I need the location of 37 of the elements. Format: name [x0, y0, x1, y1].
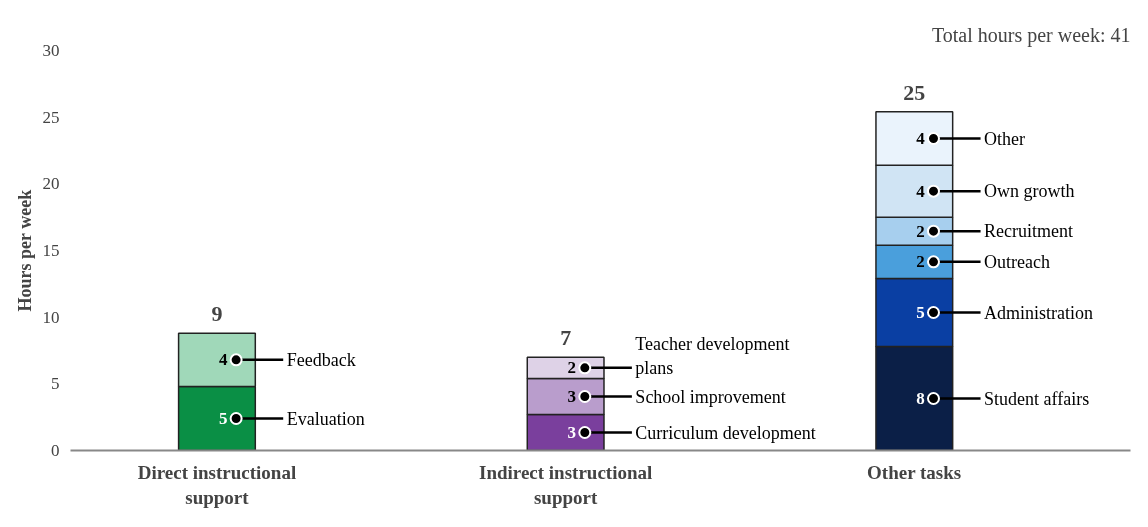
- data-label: 2: [567, 358, 577, 378]
- y-tick-label: 5: [51, 374, 60, 394]
- series-label: Administration: [984, 302, 1094, 323]
- y-tick-label: 15: [42, 241, 60, 260]
- data-label: 4: [218, 350, 228, 370]
- y-tick-label: 25: [42, 107, 60, 127]
- x-tick-label: Indirect instructional support: [478, 461, 653, 508]
- x-tick-label: Other tasks: [867, 461, 962, 483]
- data-label: 4: [916, 181, 926, 201]
- x-tick-label: Direct instructional support: [137, 461, 297, 508]
- y-tick-label: 0: [51, 441, 60, 460]
- series-label: School improvement: [635, 386, 786, 407]
- data-label: 5: [218, 409, 228, 428]
- data-label: 2: [916, 221, 925, 241]
- total-label: 9: [211, 301, 223, 327]
- series-label: Student affairs: [984, 388, 1090, 409]
- data-label: 3: [567, 387, 577, 406]
- series-label: Evaluation: [286, 408, 365, 429]
- series-label: Outreach: [984, 251, 1051, 272]
- data-label: 5: [916, 303, 925, 322]
- series-label: Other: [984, 128, 1026, 149]
- y-axis-title: Hours per week: [14, 189, 35, 312]
- series-label: Own growth: [984, 181, 1075, 202]
- data-label: 4: [916, 129, 926, 148]
- y-tick-label: 10: [42, 307, 60, 327]
- data-label: 8: [916, 389, 925, 408]
- text: Total hours per week: 41: [931, 23, 1131, 47]
- data-label: 3: [567, 423, 577, 442]
- series-label: Feedback: [286, 349, 356, 370]
- total-label: 7: [560, 325, 572, 351]
- y-tick-label: 30: [42, 41, 60, 60]
- total-label: 25: [903, 79, 926, 105]
- data-label: 2: [916, 252, 925, 272]
- series-label: Curriculum development: [635, 422, 816, 443]
- series-label: Recruitment: [984, 221, 1074, 242]
- series-label: Teacher development plans: [635, 333, 790, 378]
- y-tick-label: 20: [42, 174, 60, 194]
